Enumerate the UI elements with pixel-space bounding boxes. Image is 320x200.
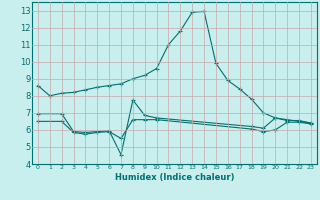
X-axis label: Humidex (Indice chaleur): Humidex (Indice chaleur): [115, 173, 234, 182]
